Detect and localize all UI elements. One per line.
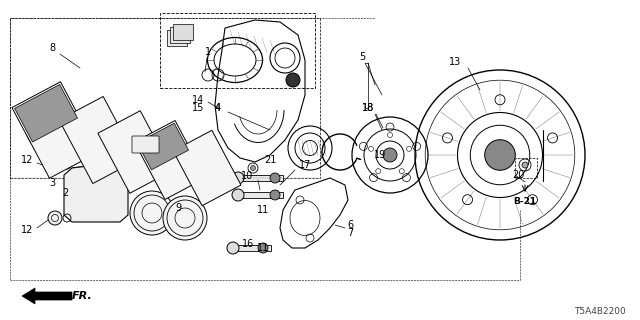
Circle shape	[227, 242, 239, 254]
Polygon shape	[59, 96, 137, 184]
Text: 12: 12	[21, 155, 33, 165]
Circle shape	[286, 73, 300, 87]
Text: FR.: FR.	[72, 291, 92, 301]
Text: 13: 13	[449, 57, 461, 67]
Text: 4: 4	[215, 103, 221, 113]
Circle shape	[232, 172, 244, 184]
Circle shape	[270, 190, 280, 200]
Text: 6: 6	[347, 220, 353, 230]
Circle shape	[270, 173, 280, 183]
Text: 19: 19	[374, 150, 386, 160]
Text: 14: 14	[192, 95, 204, 105]
Circle shape	[250, 165, 255, 171]
Polygon shape	[134, 121, 205, 199]
Circle shape	[484, 140, 515, 170]
Circle shape	[258, 243, 268, 253]
Text: 11: 11	[257, 243, 269, 253]
Bar	[170, 27, 190, 43]
Circle shape	[48, 211, 62, 225]
Bar	[173, 24, 193, 40]
Bar	[238, 175, 283, 181]
Circle shape	[522, 162, 528, 168]
Text: T5A4B2200: T5A4B2200	[574, 308, 626, 316]
Bar	[238, 192, 283, 198]
Text: 15: 15	[192, 103, 204, 113]
FancyBboxPatch shape	[132, 136, 159, 153]
Polygon shape	[98, 111, 172, 193]
Circle shape	[232, 189, 244, 201]
Polygon shape	[137, 123, 189, 170]
Text: 20: 20	[512, 170, 524, 180]
Circle shape	[130, 191, 174, 235]
Text: 5: 5	[359, 52, 365, 62]
Circle shape	[163, 196, 207, 240]
Text: 18: 18	[362, 103, 374, 113]
Text: 3: 3	[49, 178, 55, 188]
Bar	[515, 158, 537, 178]
Text: 11: 11	[257, 205, 269, 215]
Circle shape	[48, 158, 62, 172]
Text: 17: 17	[299, 160, 311, 170]
Text: 8: 8	[49, 43, 55, 53]
Text: 9: 9	[175, 203, 181, 213]
Bar	[160, 13, 315, 88]
Text: 1: 1	[205, 47, 211, 57]
Polygon shape	[12, 82, 98, 178]
Polygon shape	[64, 162, 128, 222]
Text: 12: 12	[21, 225, 33, 235]
Text: 4: 4	[215, 103, 221, 113]
Polygon shape	[173, 130, 241, 206]
Polygon shape	[22, 288, 72, 304]
Text: 21: 21	[264, 155, 276, 165]
Text: B-21: B-21	[513, 197, 536, 206]
Bar	[167, 30, 187, 46]
Text: 7: 7	[347, 228, 353, 238]
Bar	[233, 245, 271, 251]
Circle shape	[383, 148, 397, 162]
Bar	[10, 18, 320, 178]
Polygon shape	[15, 84, 77, 142]
Text: 2: 2	[62, 188, 68, 198]
Text: 18: 18	[362, 103, 374, 113]
Text: 10: 10	[241, 171, 253, 181]
Text: 16: 16	[242, 239, 254, 249]
